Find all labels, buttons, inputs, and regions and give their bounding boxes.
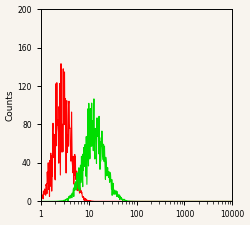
Y-axis label: Counts: Counts	[6, 90, 15, 121]
